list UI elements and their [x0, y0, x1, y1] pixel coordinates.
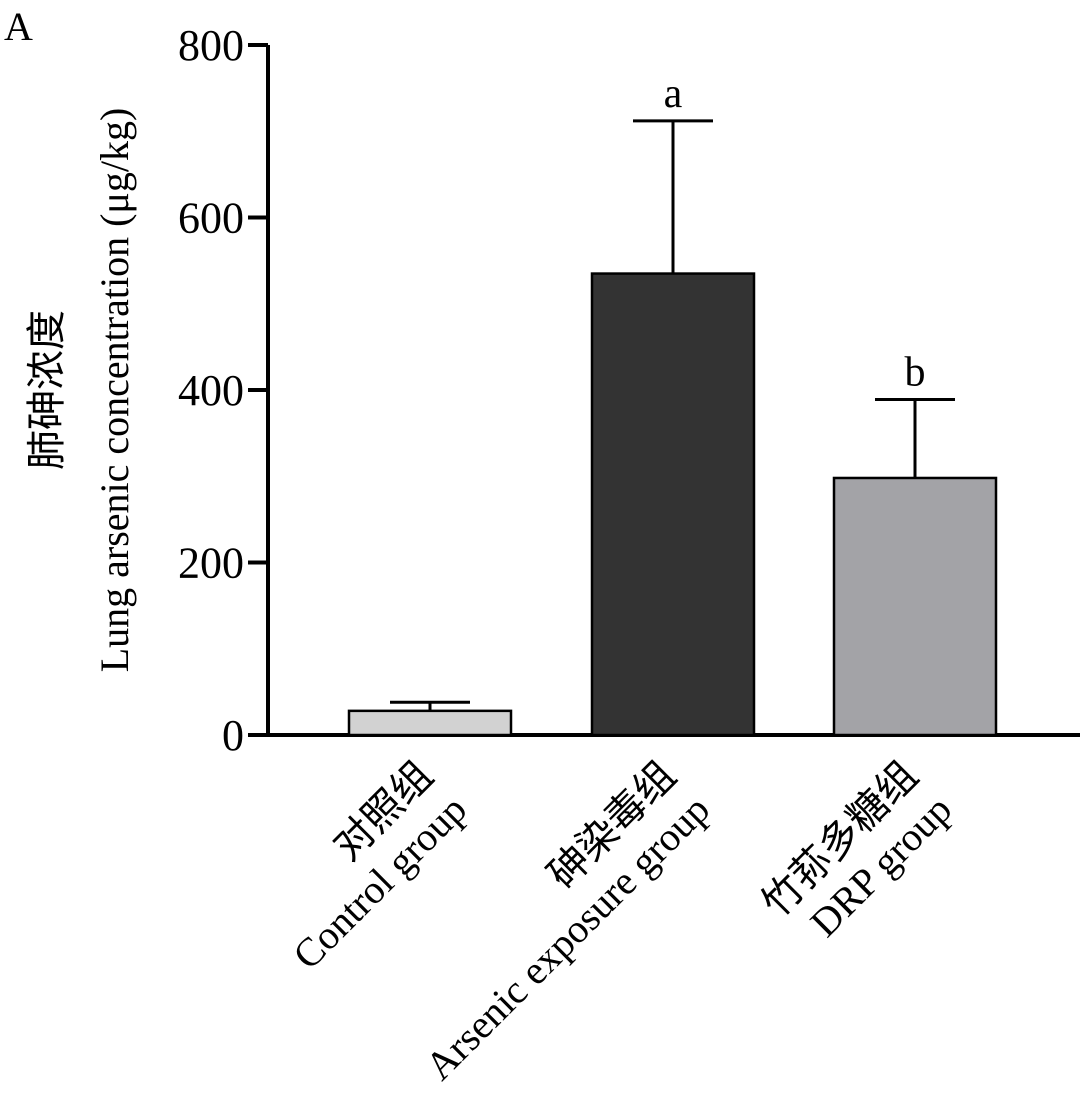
panel-label: A: [4, 4, 33, 49]
significance-label-3: b: [905, 349, 926, 395]
significance-label-2: a: [664, 71, 683, 117]
y-tick-label: 400: [178, 366, 244, 415]
y-axis-title-en: Lung arsenic concentration (μg/kg): [92, 108, 137, 673]
bar-3: [832, 476, 998, 737]
bar-1: [347, 709, 513, 737]
y-tick-label: 0: [222, 711, 244, 760]
y-axis-title-zh: 肺砷浓度: [24, 310, 69, 470]
y-tick-label: 800: [178, 21, 244, 70]
bar-2: [590, 272, 756, 737]
y-tick-label: 600: [178, 194, 244, 243]
y-tick-label: 200: [178, 539, 244, 588]
